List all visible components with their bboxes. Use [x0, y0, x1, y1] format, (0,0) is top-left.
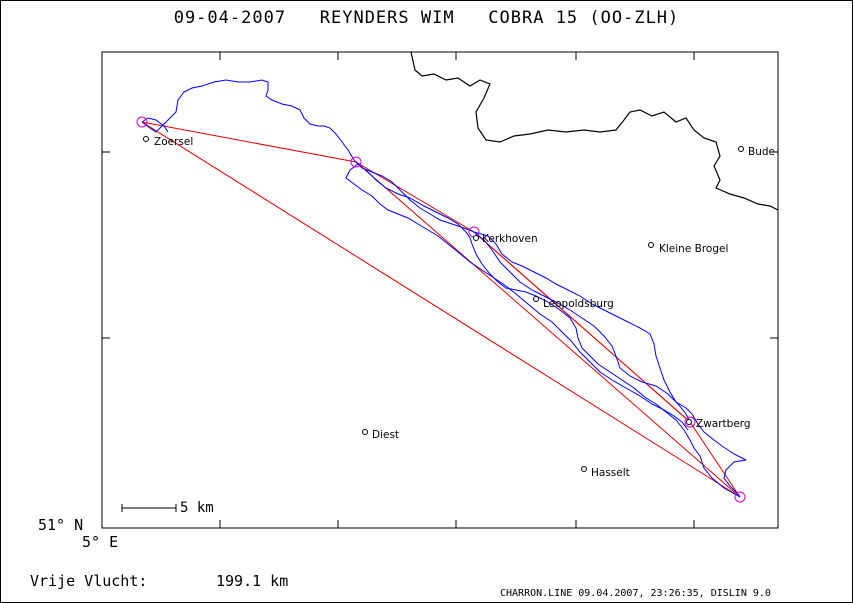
turnpoint-2 [350, 156, 362, 168]
place-label-kerkhoven: Kerkhoven [482, 233, 538, 245]
task-lines [141, 121, 741, 498]
place-marker-zoersel [143, 136, 149, 142]
flight-distance-label: Vrije Vlucht: [30, 572, 148, 590]
task-leg-1 [141, 121, 741, 498]
place-label-leopoldsburg: Leopoldsburg [543, 298, 614, 310]
place-label-kleine-brogel: Kleine Brogel [659, 243, 729, 255]
turnpoints [136, 116, 746, 503]
scale-bar [121, 504, 177, 512]
place-marker-leopoldsburg [533, 296, 539, 302]
task-leg-2 [355, 161, 741, 498]
place-marker-kleine-brogel [648, 242, 654, 248]
turnpoint-4 [684, 416, 696, 428]
place-marker-budel [738, 146, 744, 152]
chart-title: 09-04-2007 REYNDERS WIM COBRA 15 (OO-ZLH… [173, 8, 680, 28]
place-marker-zwartberg [686, 419, 692, 425]
place-label-hasselt: Hasselt [591, 467, 630, 479]
national-border [410, 51, 779, 211]
place-markers [143, 136, 744, 472]
track-segment-5 [473, 231, 691, 423]
flight-track [141, 79, 747, 498]
task-leg-3 [473, 231, 691, 423]
track-segment-1 [141, 79, 747, 461]
axis-ticks [102, 52, 778, 528]
place-marker-diest [362, 429, 368, 435]
track-segment-3 [357, 163, 741, 498]
turnpoint-5 [734, 491, 746, 503]
flight-distance-value: 199.1 km [216, 572, 289, 590]
place-label-budel: Budel [748, 146, 776, 158]
place-marker-hasselt [581, 466, 587, 472]
place-marker-kerkhoven [473, 235, 479, 241]
place-label-diest: Diest [372, 429, 400, 441]
track-segment-4 [345, 163, 689, 431]
map-area [101, 51, 779, 529]
track-segment-2 [723, 459, 747, 498]
place-label-zoersel: Zoersel [154, 136, 194, 148]
latitude-label: 51° N [38, 516, 84, 534]
footer-info: CHARRON.LINE 09.04.2007, 23:26:35, DISLI… [500, 588, 771, 599]
place-label-zwartberg: Zwartberg [696, 418, 751, 430]
turnpoint-start [136, 116, 148, 128]
scale-bar-label: 5 km [180, 500, 214, 516]
longitude-label: 5° E [82, 533, 119, 551]
